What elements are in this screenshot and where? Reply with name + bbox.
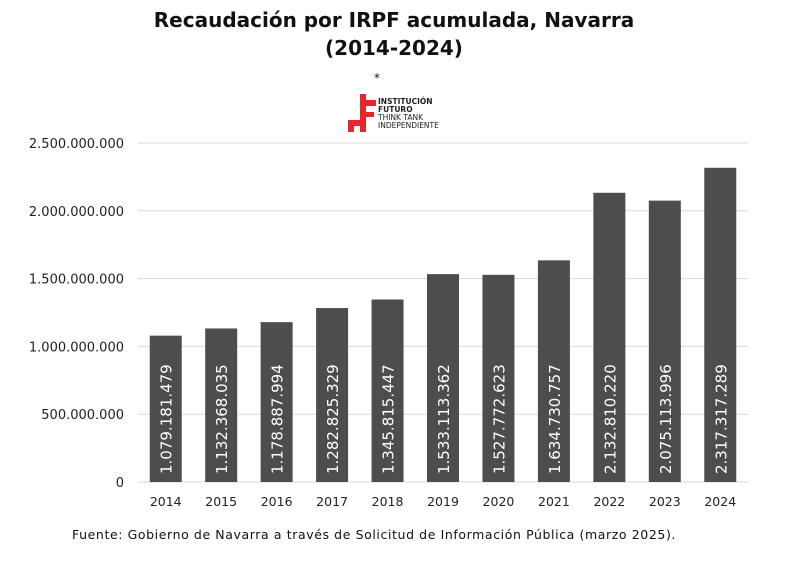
x-tick-label: 2015 [205, 494, 237, 509]
bar-data-label: 2.132.810.220 [601, 364, 619, 474]
x-tick-label: 2019 [427, 494, 459, 509]
bar-data-label: 1.132.368.035 [213, 364, 231, 474]
logo-text-line2: FUTURO [378, 105, 413, 114]
bars [149, 167, 737, 482]
chart-title-line2: (2014-2024) [325, 36, 463, 60]
bar-data-label: 2.317.317.289 [712, 364, 730, 474]
x-tick-label: 2022 [593, 494, 625, 509]
bar-data-labels: 1.079.181.479 1.132.368.035 1.178.887.994 1… [158, 364, 731, 474]
x-tick-label: 2016 [261, 494, 293, 509]
y-tick-label: 1.000.000.000 [29, 340, 124, 355]
institucion-futuro-logo: * INSTITUCIÓN FUTURO THINK TANK INDEPEND… [348, 72, 458, 136]
x-tick-label: 2023 [649, 494, 681, 509]
y-tick-label: 0 [116, 476, 124, 491]
bar-2024 [704, 167, 737, 482]
y-axis-tick-labels: 0 500.000.000 1.000.000.000 1.500.000.000 2.… [29, 137, 124, 491]
y-tick-label: 500.000.000 [41, 408, 124, 423]
x-tick-label: 2017 [316, 494, 348, 509]
logo-text-line3: THINK TANK [378, 113, 424, 122]
x-tick-label: 2024 [704, 494, 736, 509]
bar-data-label: 1.079.181.479 [158, 364, 176, 474]
bar-data-label: 1.178.887.994 [269, 364, 287, 474]
y-tick-label: 2.000.000.000 [29, 205, 124, 220]
bar-2022 [593, 192, 626, 482]
bar-data-label: 1.634.730.757 [546, 364, 564, 474]
x-tick-label: 2021 [538, 494, 570, 509]
chart-title-line1: Recaudación por IRPF acumulada, Navarra [153, 8, 635, 32]
logo-mark-icon [348, 94, 376, 132]
bar-2021 [537, 260, 570, 482]
logo-text-line1: INSTITUCIÓN [378, 97, 433, 106]
y-tick-label: 2.500.000.000 [29, 137, 124, 152]
bar-2019 [427, 274, 459, 482]
source-note: Fuente: Gobierno de Navarra a través de … [72, 527, 677, 542]
bar-2017 [316, 308, 349, 482]
bar-2018 [371, 299, 404, 482]
logo-star-icon: * [374, 71, 380, 85]
bar-data-label: 1.282.825.329 [324, 364, 342, 474]
bar-2020 [482, 274, 515, 482]
logo-text: INSTITUCIÓN FUTURO THINK TANK INDEPENDIE… [378, 98, 439, 130]
bar-data-label: 1.527.772.623 [490, 364, 508, 474]
bar-data-label: 1.533.113.362 [435, 364, 453, 474]
chart-title: Recaudación por IRPF acumulada, Navarra … [0, 6, 788, 62]
x-tick-label: 2014 [150, 494, 182, 509]
bar-2014 [149, 335, 182, 482]
logo-text-line4: INDEPENDIENTE [378, 121, 439, 130]
y-tick-label: 1.500.000.000 [29, 273, 124, 288]
bar-2023 [648, 200, 681, 482]
bar-2015 [205, 328, 238, 482]
bar-data-label: 1.345.815.447 [380, 364, 398, 474]
x-axis-tick-labels: 2014 2015 2016 2017 2018 2019 2020 2021 2022 2023… [150, 494, 736, 509]
x-tick-label: 2018 [372, 494, 404, 509]
x-tick-label: 2020 [483, 494, 515, 509]
bar-data-label: 2.075.113.996 [657, 364, 675, 474]
bar-2016 [260, 322, 293, 482]
